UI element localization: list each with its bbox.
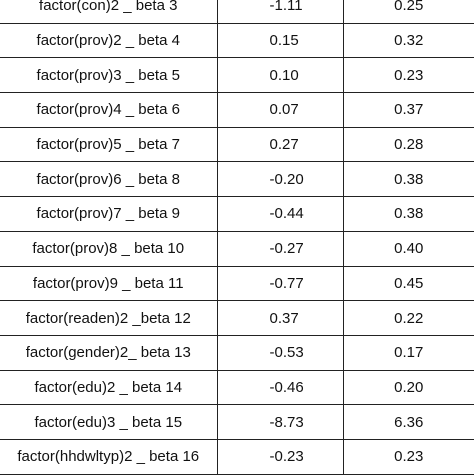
term-cell: factor(readen)2 _beta 12 [0,300,218,336]
table-row: factor(prov)6 _ beta 8 -0.20 0.38 [0,161,474,198]
table-row: factor(prov)5 _ beta 7 0.27 0.28 [0,126,474,163]
term-cell: factor(edu)3 _ beta 15 [0,404,218,440]
table-row: factor(prov)8 _ beta 10 -0.27 0.40 [0,230,474,267]
term-cell: factor(prov)9 _ beta 11 [0,265,218,302]
standard-error-cell: 6.36 [342,404,474,440]
standard-error-cell: 0.23 [342,57,474,94]
term-cell: factor(hhdwltyp)2 _ beta 16 [0,438,218,475]
estimate-cell: 0.37 [216,300,344,336]
term-cell: factor(prov)3 _ beta 5 [0,57,218,94]
estimate-cell: -0.23 [216,438,344,475]
table-row: factor(prov)7 _ beta 9 -0.44 0.38 [0,196,474,232]
standard-error-cell: 0.28 [342,126,474,163]
table-row: factor(readen)2 _beta 12 0.37 0.22 [0,300,474,336]
standard-error-cell: 0.17 [342,334,474,371]
table-row: factor(prov)2 _ beta 4 0.15 0.32 [0,22,474,59]
term-cell: factor(prov)4 _ beta 6 [0,92,218,128]
standard-error-cell: 0.32 [342,22,474,59]
table-row: factor(edu)2 _ beta 14 -0.46 0.20 [0,369,474,406]
estimate-cell: 0.07 [216,92,344,128]
estimate-cell: -8.73 [216,404,344,440]
term-cell: factor(prov)6 _ beta 8 [0,161,218,198]
estimate-cell: 0.27 [216,126,344,163]
term-cell: factor(con)2 _ beta 3 [0,0,218,24]
standard-error-cell: 0.25 [342,0,474,24]
estimate-cell: -0.44 [216,196,344,232]
standard-error-cell: 0.45 [342,265,474,302]
estimate-cell: -0.53 [216,334,344,371]
estimate-cell: -0.77 [216,265,344,302]
estimate-cell: -0.27 [216,230,344,267]
estimate-cell: -0.46 [216,369,344,406]
standard-error-cell: 0.23 [342,438,474,475]
standard-error-cell: 0.38 [342,161,474,198]
estimate-cell: -1.11 [216,0,344,24]
table-row: factor(gender)2_ beta 13 -0.53 0.17 [0,334,474,371]
table-row: factor(prov)3 _ beta 5 0.10 0.23 [0,57,474,94]
table-row: factor(edu)3 _ beta 15 -8.73 6.36 [0,404,474,440]
estimate-cell: -0.20 [216,161,344,198]
estimate-cell: 0.10 [216,57,344,94]
term-cell: factor(prov)8 _ beta 10 [0,230,218,267]
standard-error-cell: 0.38 [342,196,474,232]
term-cell: factor(prov)7 _ beta 9 [0,196,218,232]
table-row: factor(con)2 _ beta 3 -1.11 0.25 [0,0,474,24]
term-cell: factor(edu)2 _ beta 14 [0,369,218,406]
standard-error-cell: 0.40 [342,230,474,267]
standard-error-cell: 0.20 [342,369,474,406]
table-row: factor(hhdwltyp)2 _ beta 16 -0.23 0.23 [0,438,474,475]
estimate-cell: 0.15 [216,22,344,59]
table-row: factor(prov)9 _ beta 11 -0.77 0.45 [0,265,474,302]
term-cell: factor(gender)2_ beta 13 [0,334,218,371]
standard-error-cell: 0.37 [342,92,474,128]
table-row: factor(prov)4 _ beta 6 0.07 0.37 [0,92,474,128]
standard-error-cell: 0.22 [342,300,474,336]
term-cell: factor(prov)2 _ beta 4 [0,22,218,59]
term-cell: factor(prov)5 _ beta 7 [0,126,218,163]
